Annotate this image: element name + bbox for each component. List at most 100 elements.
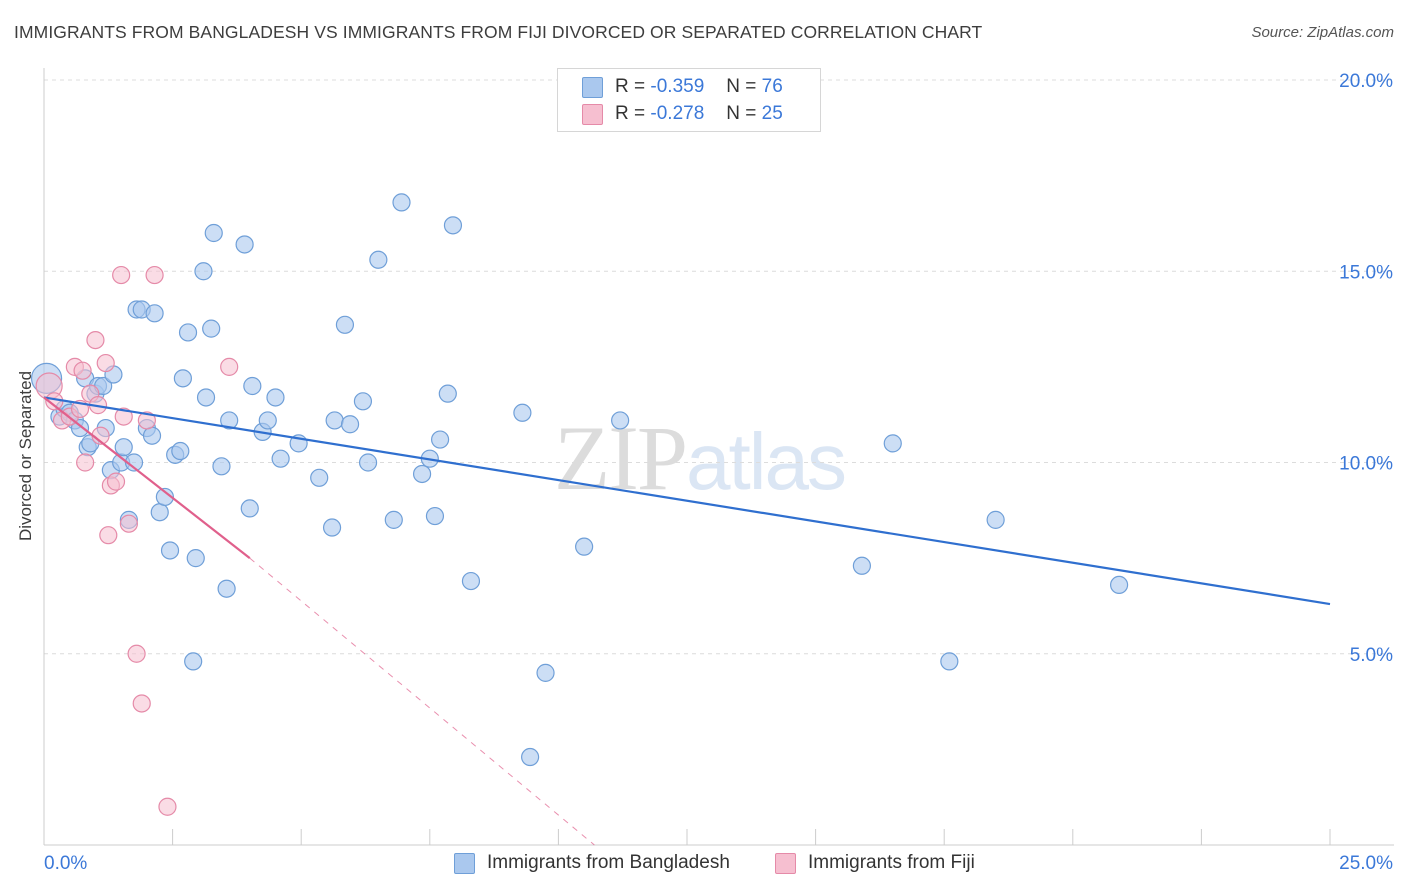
fiji-swatch <box>775 852 796 874</box>
bangladesh-point <box>521 747 540 767</box>
fiji-swatch <box>582 103 603 125</box>
bangladesh-point <box>536 663 555 682</box>
legend-n-label: N = <box>726 76 757 97</box>
bangladesh-point <box>392 193 411 212</box>
series-legend-label: Immigrants from Fiji <box>808 852 975 873</box>
bangladesh-point <box>322 518 342 537</box>
bangladesh-point <box>155 487 174 507</box>
bangladesh-point <box>160 541 180 560</box>
series-legend-fiji[interactable]: Immigrants from Fiji <box>775 852 975 874</box>
bangladesh-point <box>202 319 221 338</box>
fiji-point <box>73 361 92 380</box>
bangladesh-point <box>266 388 285 407</box>
series-legend-bangladesh[interactable]: Immigrants from Bangladesh <box>454 852 730 874</box>
source-credit: Source: ZipAtlas.com <box>1251 24 1394 41</box>
bangladesh-point <box>986 510 1005 529</box>
fiji-point <box>86 331 105 350</box>
bangladesh-point <box>217 579 236 598</box>
legend-r-label: R = <box>615 103 646 124</box>
bangladesh-point <box>412 464 432 484</box>
bangladesh-point <box>340 415 360 434</box>
bangladesh-point <box>335 315 355 334</box>
bangladesh-point <box>194 262 213 281</box>
x-tick-label: 25.0% <box>1339 853 1393 874</box>
x-tick-label: 0.0% <box>44 853 87 874</box>
legend-n-label: N = <box>726 103 757 124</box>
series-legend-label: Immigrants from Bangladesh <box>487 852 730 873</box>
y-axis-label: Divorced or Separated <box>16 370 35 542</box>
bangladesh-point <box>186 549 205 568</box>
y-tick-label: 5.0% <box>1350 645 1393 666</box>
bangladesh-point <box>70 418 90 438</box>
fiji-point <box>127 644 146 663</box>
bangladesh-point <box>171 441 190 461</box>
bangladesh-point <box>443 216 463 235</box>
fiji-trend-line <box>43 396 251 559</box>
y-tick-label: 20.0% <box>1339 71 1393 92</box>
fiji-point <box>145 265 164 285</box>
bangladesh-point <box>430 430 450 449</box>
legend-row-bangladesh: R = -0.359 N = 76 <box>582 75 783 99</box>
bangladesh-point <box>271 449 290 468</box>
series-legend: Immigrants from Bangladesh Immigrants fr… <box>0 852 1406 878</box>
fiji-point <box>114 407 133 426</box>
bangladesh-point <box>611 411 630 430</box>
bangladesh-point <box>220 411 239 430</box>
legend-row-fiji: R = -0.278 N = 25 <box>582 102 783 126</box>
fiji-point <box>119 514 138 533</box>
bangladesh-point <box>150 503 169 522</box>
bangladesh-point <box>883 434 902 453</box>
fiji-trend-extension <box>249 557 595 846</box>
fiji-point <box>220 357 239 376</box>
watermark-atlas: atlas <box>686 417 847 506</box>
bangladesh-trend-line <box>43 396 1331 606</box>
fiji-point <box>106 472 126 491</box>
bangladesh-point <box>178 323 198 342</box>
bangladesh-point <box>384 510 403 529</box>
fiji-point <box>99 526 118 545</box>
bangladesh-swatch <box>454 852 475 874</box>
bangladesh-point <box>243 376 262 396</box>
bangladesh-point <box>196 388 216 407</box>
bangladesh-point <box>142 426 162 445</box>
bangladesh-point <box>212 457 231 476</box>
bangladesh-point <box>575 537 594 556</box>
legend-r-label: R = <box>615 76 646 97</box>
bangladesh-swatch <box>582 76 603 98</box>
chart-title: IMMIGRANTS FROM BANGLADESH VS IMMIGRANTS… <box>14 22 983 42</box>
legend-n-value: 76 <box>761 76 783 97</box>
bangladesh-point <box>369 250 388 269</box>
fiji-point <box>132 694 151 713</box>
bangladesh-point <box>173 369 192 388</box>
bangladesh-point <box>353 392 373 411</box>
y-tick-label: 15.0% <box>1339 262 1393 283</box>
bangladesh-point <box>240 499 259 518</box>
bangladesh-point <box>310 468 329 487</box>
bangladesh-point <box>235 235 254 254</box>
bangladesh-point <box>513 403 532 422</box>
bangladesh-point <box>114 438 133 457</box>
fiji-point <box>137 411 156 430</box>
legend-r-value: -0.359 <box>650 76 705 97</box>
legend-n-value: 25 <box>761 103 783 124</box>
bangladesh-point <box>258 411 277 430</box>
bangladesh-point <box>438 384 457 403</box>
bangladesh-point <box>461 571 481 591</box>
correlation-legend: R = -0.359 N = 76 R = -0.278 N = 25 <box>557 68 821 132</box>
bangladesh-point <box>145 304 164 323</box>
bangladesh-point <box>358 453 378 472</box>
bangladesh-point <box>425 506 445 526</box>
fiji-point <box>96 353 115 373</box>
y-tick-label: 10.0% <box>1339 454 1393 475</box>
bangladesh-point <box>204 223 223 243</box>
bangladesh-point <box>1109 575 1129 595</box>
bangladesh-point <box>852 556 871 575</box>
bangladesh-point <box>325 411 344 430</box>
fiji-point <box>76 453 95 472</box>
fiji-point <box>158 797 177 816</box>
legend-r-value: -0.278 <box>650 103 705 124</box>
bangladesh-point <box>940 652 959 671</box>
fiji-point <box>112 265 131 285</box>
bangladesh-point <box>184 652 203 671</box>
